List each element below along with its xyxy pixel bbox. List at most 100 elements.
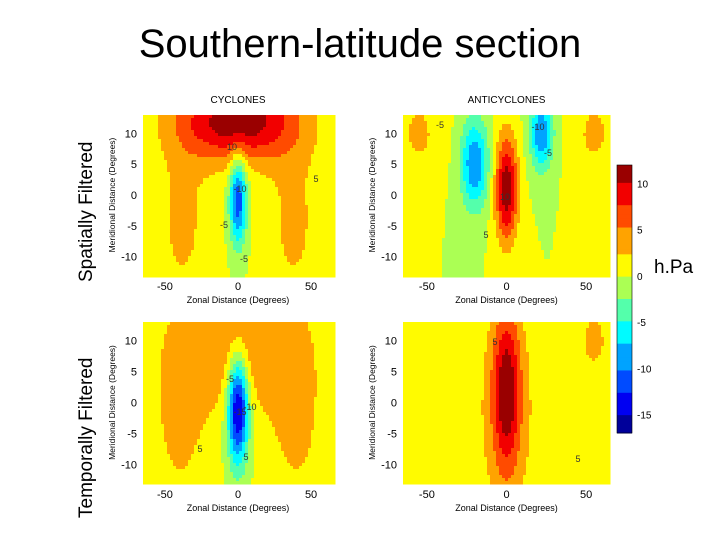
x-tick-label: -50 xyxy=(157,281,173,293)
colorbar-swatch xyxy=(617,321,632,327)
y-tick-label: 0 xyxy=(391,398,397,410)
colorbar-swatch xyxy=(617,236,632,242)
colorbar-swatch xyxy=(617,316,632,322)
colorbar-swatch xyxy=(617,330,632,336)
x-tick-label: -50 xyxy=(157,489,173,501)
colorbar-swatch xyxy=(617,249,632,255)
colorbar-swatch xyxy=(617,415,632,421)
colorbar-swatch xyxy=(617,187,632,193)
contour-label: 10 xyxy=(227,142,237,152)
colorbar-swatch xyxy=(617,419,632,425)
colorbar-swatch xyxy=(617,379,632,385)
contour-label: -5 xyxy=(544,148,552,158)
colorbar-swatch xyxy=(617,205,632,211)
y-tick-label: 10 xyxy=(125,128,137,140)
colorbar-tick-label: -10 xyxy=(637,364,652,375)
y-axis-label: Meridional Distance (Degrees) xyxy=(107,345,117,460)
y-tick-label: -10 xyxy=(381,459,397,471)
x-tick-label: 50 xyxy=(580,489,592,501)
x-tick-label: 0 xyxy=(235,281,241,293)
contour-fill xyxy=(403,322,611,485)
y-tick-label: 0 xyxy=(391,190,397,202)
colorbar-unit-label: h.Pa xyxy=(654,257,694,278)
y-tick-label: 5 xyxy=(391,367,397,379)
colorbar-swatch xyxy=(617,397,632,403)
y-tick-label: -10 xyxy=(381,252,397,264)
contour-label: 5 xyxy=(575,454,580,464)
x-tick-label: 0 xyxy=(503,489,509,501)
colorbar-swatch xyxy=(617,410,632,416)
colorbar-tick-label: 5 xyxy=(637,226,643,237)
colorbar-swatch xyxy=(617,245,632,251)
colorbar-swatch xyxy=(617,254,632,260)
colorbar-swatch xyxy=(617,383,632,389)
colorbar-swatch xyxy=(617,281,632,287)
x-axis-label: Zonal Distance (Degrees) xyxy=(455,295,558,305)
x-tick-label: -50 xyxy=(419,281,435,293)
colorbar-swatch xyxy=(617,388,632,394)
colorbar-swatch xyxy=(617,401,632,407)
colorbar-swatch xyxy=(617,307,632,313)
y-tick-label: 10 xyxy=(385,336,397,348)
colorbar-frame xyxy=(616,164,633,434)
colorbar-swatch xyxy=(617,370,632,376)
contour-fill xyxy=(143,115,336,278)
colorbar-swatch xyxy=(617,165,632,170)
colorbar-swatch xyxy=(617,294,632,300)
colorbar-swatch xyxy=(617,258,632,264)
y-tick-label: 10 xyxy=(385,128,397,140)
colorbar-swatch xyxy=(617,173,632,179)
colorbar-swatch xyxy=(617,223,632,229)
colorbar-swatch xyxy=(617,343,632,349)
slide-title: Southern-latitude section xyxy=(138,22,582,66)
contour-fill xyxy=(403,115,611,278)
colorbar-swatch xyxy=(617,178,632,184)
y-tick-label: -10 xyxy=(121,252,137,264)
colorbar-swatch xyxy=(617,290,632,296)
colorbar-swatch xyxy=(617,200,632,206)
x-axis-label: Zonal Distance (Degrees) xyxy=(455,503,558,513)
x-tick-label: 0 xyxy=(235,489,241,501)
contour-label: 5 xyxy=(313,174,318,184)
colorbar-swatch xyxy=(617,424,632,430)
colorbar-swatch xyxy=(617,276,632,282)
x-tick-label: 50 xyxy=(580,281,592,293)
colorbar-swatch xyxy=(617,272,632,278)
contour-label: -15 xyxy=(233,407,246,417)
x-axis-label: Zonal Distance (Degrees) xyxy=(187,503,290,513)
colorbar-tick-label: 0 xyxy=(637,272,643,283)
y-tick-label: 5 xyxy=(391,159,397,171)
contour-fill xyxy=(143,322,336,485)
colorbar-swatch xyxy=(617,169,632,175)
colorbar-swatch xyxy=(617,428,632,434)
y-tick-label: 0 xyxy=(131,398,137,410)
colorbar-swatch xyxy=(617,285,632,291)
y-axis-label: Meridional Distance (Degrees) xyxy=(107,137,117,252)
colorbar-swatch xyxy=(617,348,632,354)
y-tick-label: 10 xyxy=(125,336,137,348)
colorbar-swatch xyxy=(617,263,632,269)
contour-label: -10 xyxy=(243,402,256,412)
colorbar-swatch xyxy=(617,209,632,215)
contour-label: 5 xyxy=(492,337,497,347)
y-tick-label: 0 xyxy=(131,190,137,202)
contour-label: -10 xyxy=(233,184,246,194)
x-axis-label: Zonal Distance (Degrees) xyxy=(187,295,290,305)
colorbar-swatch xyxy=(617,218,632,224)
colorbar-swatch xyxy=(617,214,632,220)
colorbar-swatch xyxy=(617,232,632,237)
panel-title: ANTICYCLONES xyxy=(468,95,546,106)
contour-label: 10 xyxy=(500,192,510,202)
x-tick-label: 50 xyxy=(305,281,317,293)
colorbar-swatch xyxy=(617,352,632,358)
colorbar-swatch xyxy=(617,312,632,318)
colorbar-swatch xyxy=(617,406,632,412)
colorbar-swatch xyxy=(617,366,632,371)
y-tick-label: -5 xyxy=(127,428,137,440)
y-axis-label: Meridional Distance (Degrees) xyxy=(367,137,377,252)
